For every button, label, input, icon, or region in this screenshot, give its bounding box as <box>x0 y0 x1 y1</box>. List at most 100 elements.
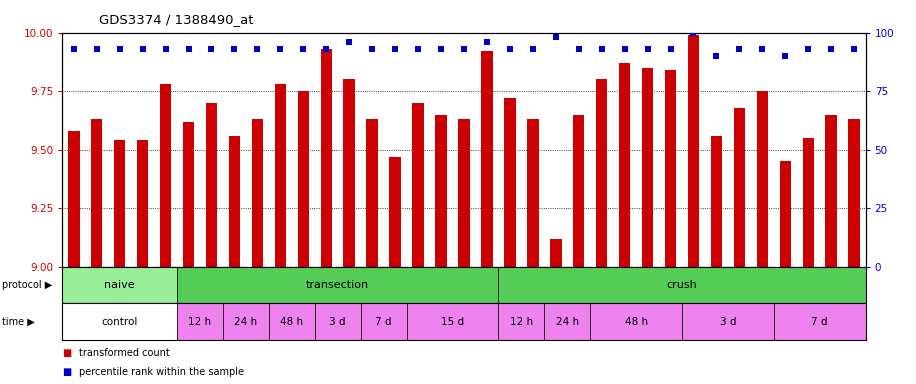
Bar <box>544 303 590 340</box>
Point <box>113 46 127 52</box>
Point <box>410 46 425 52</box>
Bar <box>223 303 269 340</box>
Text: 7 d: 7 d <box>812 316 828 327</box>
Bar <box>412 103 424 267</box>
Point <box>801 46 815 52</box>
Bar <box>321 49 332 267</box>
Bar <box>183 122 194 267</box>
Point <box>136 46 150 52</box>
Bar <box>665 70 676 267</box>
Bar <box>315 303 361 340</box>
Point <box>181 46 196 52</box>
Bar <box>91 119 103 267</box>
Bar <box>642 68 653 267</box>
Text: 48 h: 48 h <box>625 316 648 327</box>
Point <box>204 46 219 52</box>
Text: 12 h: 12 h <box>510 316 533 327</box>
Point <box>732 46 747 52</box>
Text: transformed count: transformed count <box>79 348 169 358</box>
Text: 12 h: 12 h <box>189 316 212 327</box>
Bar <box>269 303 315 340</box>
Text: percentile rank within the sample: percentile rank within the sample <box>79 367 244 377</box>
Point <box>503 46 518 52</box>
Point <box>823 46 838 52</box>
Bar <box>688 35 699 267</box>
Point <box>342 39 356 45</box>
Point <box>572 46 586 52</box>
Point <box>663 46 678 52</box>
Bar <box>114 141 125 267</box>
Bar <box>527 119 539 267</box>
Bar <box>825 114 837 267</box>
Bar <box>734 108 745 267</box>
Text: GDS3374 / 1388490_at: GDS3374 / 1388490_at <box>99 13 254 26</box>
Point <box>846 46 861 52</box>
Bar <box>550 239 562 267</box>
Point <box>526 46 540 52</box>
Point <box>227 46 242 52</box>
Point <box>250 46 265 52</box>
Point <box>319 46 333 52</box>
Text: transection: transection <box>306 280 369 290</box>
Point <box>387 46 402 52</box>
Bar <box>344 79 354 267</box>
Bar <box>206 103 217 267</box>
Bar <box>435 114 447 267</box>
Bar <box>573 114 584 267</box>
Bar <box>711 136 722 267</box>
Bar <box>407 303 498 340</box>
Bar <box>498 267 866 303</box>
Point <box>158 46 173 52</box>
Bar <box>252 119 263 267</box>
Text: 3 d: 3 d <box>720 316 736 327</box>
Bar <box>848 119 860 267</box>
Bar <box>68 131 80 267</box>
Bar <box>298 91 309 267</box>
Point <box>755 46 769 52</box>
Point <box>273 46 288 52</box>
Point <box>778 53 792 59</box>
Point <box>686 30 701 36</box>
Bar <box>619 63 630 267</box>
Bar <box>504 98 516 267</box>
Bar <box>389 157 401 267</box>
Bar <box>229 136 240 267</box>
Point <box>617 46 632 52</box>
Point <box>709 53 724 59</box>
Bar <box>177 303 223 340</box>
Bar <box>275 84 286 267</box>
Text: naive: naive <box>104 280 135 290</box>
Bar <box>177 267 498 303</box>
Text: 24 h: 24 h <box>556 316 579 327</box>
Text: ■: ■ <box>62 348 71 358</box>
Bar <box>361 303 407 340</box>
Point <box>296 46 311 52</box>
Bar <box>757 91 769 267</box>
Text: 3 d: 3 d <box>330 316 346 327</box>
Point <box>480 39 495 45</box>
Text: time ▶: time ▶ <box>2 316 35 327</box>
Bar <box>780 162 791 267</box>
Text: 7 d: 7 d <box>376 316 392 327</box>
Bar <box>774 303 866 340</box>
Bar <box>590 303 682 340</box>
Bar <box>458 119 470 267</box>
Text: 48 h: 48 h <box>280 316 303 327</box>
Text: protocol ▶: protocol ▶ <box>2 280 52 290</box>
Bar <box>159 84 171 267</box>
Text: crush: crush <box>667 280 697 290</box>
Point <box>365 46 379 52</box>
Bar <box>62 267 177 303</box>
Bar <box>62 303 177 340</box>
Point <box>549 34 563 40</box>
Text: 15 d: 15 d <box>441 316 464 327</box>
Point <box>594 46 609 52</box>
Point <box>640 46 655 52</box>
Text: ■: ■ <box>62 367 71 377</box>
Point <box>67 46 82 52</box>
Bar <box>596 79 607 267</box>
Bar <box>498 303 544 340</box>
Point <box>90 46 104 52</box>
Point <box>456 46 471 52</box>
Text: 24 h: 24 h <box>234 316 257 327</box>
